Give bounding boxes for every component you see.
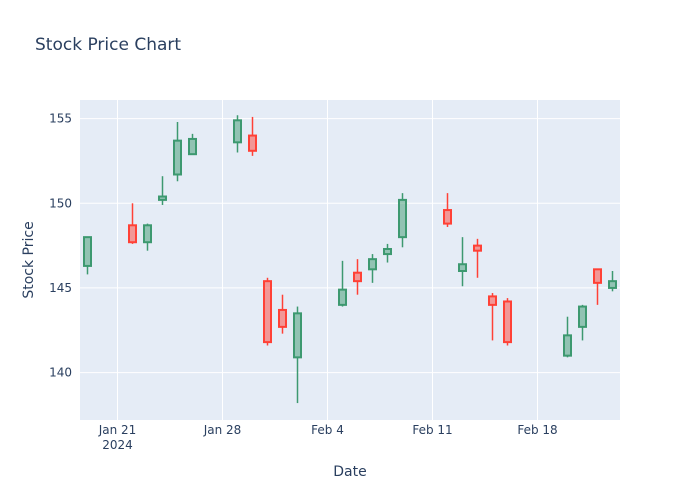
candle-increasing xyxy=(458,237,467,287)
x-tick-label: Feb 18 xyxy=(517,423,557,437)
y-tick-label: 155 xyxy=(49,112,72,126)
y-axis-ticks: 140 145 150 155 xyxy=(49,112,72,380)
candle-body xyxy=(443,209,452,225)
candle-body xyxy=(383,247,392,256)
candle-decreasing xyxy=(503,298,512,346)
y-tick-label: 150 xyxy=(49,196,72,210)
candle-body xyxy=(158,195,167,201)
candle-body xyxy=(278,308,287,328)
x-tick-label: Feb 11 xyxy=(412,423,452,437)
chart-title: Stock Price Chart xyxy=(35,35,181,55)
candle-body xyxy=(263,280,272,344)
candle-decreasing xyxy=(263,277,272,346)
candle-increasing xyxy=(383,243,392,263)
candle-body xyxy=(593,268,602,284)
candle-body xyxy=(503,300,512,344)
x-tick-label: Jan 28 xyxy=(203,423,242,437)
candle-body xyxy=(563,334,572,357)
candle-increasing xyxy=(143,223,152,251)
candle-body xyxy=(353,271,362,283)
candle-decreasing xyxy=(593,268,602,305)
candle-decreasing xyxy=(248,116,257,156)
x-tick-label: Jan 21 xyxy=(98,423,137,437)
candle-decreasing xyxy=(473,238,482,278)
candle-increasing xyxy=(83,236,92,275)
candle-body xyxy=(143,224,152,244)
candle-body xyxy=(83,236,92,267)
candle-body xyxy=(368,258,377,271)
candlestick-series xyxy=(83,115,617,404)
candle-increasing xyxy=(338,260,347,307)
candle-decreasing xyxy=(353,259,362,295)
candle-decreasing xyxy=(128,203,137,244)
x-axis-title: Date xyxy=(333,464,366,480)
candle-body xyxy=(398,198,407,239)
candle-increasing xyxy=(158,176,167,205)
candle-body xyxy=(473,244,482,252)
candle-increasing xyxy=(398,193,407,248)
candle-body xyxy=(188,137,197,156)
candle-increasing xyxy=(563,316,572,358)
y-tick-label: 145 xyxy=(49,281,72,295)
candle-body xyxy=(128,224,137,244)
candle-increasing xyxy=(233,115,242,153)
candle-body xyxy=(488,295,497,306)
candle-decreasing xyxy=(443,193,452,227)
candle-body xyxy=(173,139,182,176)
candle-increasing xyxy=(368,254,377,283)
candle-body xyxy=(458,263,467,273)
candle-body xyxy=(293,312,302,359)
candle-decreasing xyxy=(278,294,287,334)
candle-increasing xyxy=(608,271,617,292)
candle-body xyxy=(248,134,257,152)
y-tick-label: 140 xyxy=(49,366,72,380)
candle-increasing xyxy=(578,304,587,341)
candle-increasing xyxy=(173,122,182,182)
candle-body xyxy=(578,305,587,328)
candle-decreasing xyxy=(488,293,497,341)
candle-body xyxy=(338,288,347,306)
gridlines xyxy=(80,100,620,420)
candle-body xyxy=(233,119,242,144)
y-axis-title: Stock Price xyxy=(21,221,37,298)
x-tick-year-label: 2024 xyxy=(102,438,133,452)
candle-increasing xyxy=(293,306,302,404)
x-tick-label: Feb 4 xyxy=(311,423,344,437)
candle-body xyxy=(608,280,617,289)
candle-increasing xyxy=(188,133,197,156)
plot-area xyxy=(80,100,620,420)
